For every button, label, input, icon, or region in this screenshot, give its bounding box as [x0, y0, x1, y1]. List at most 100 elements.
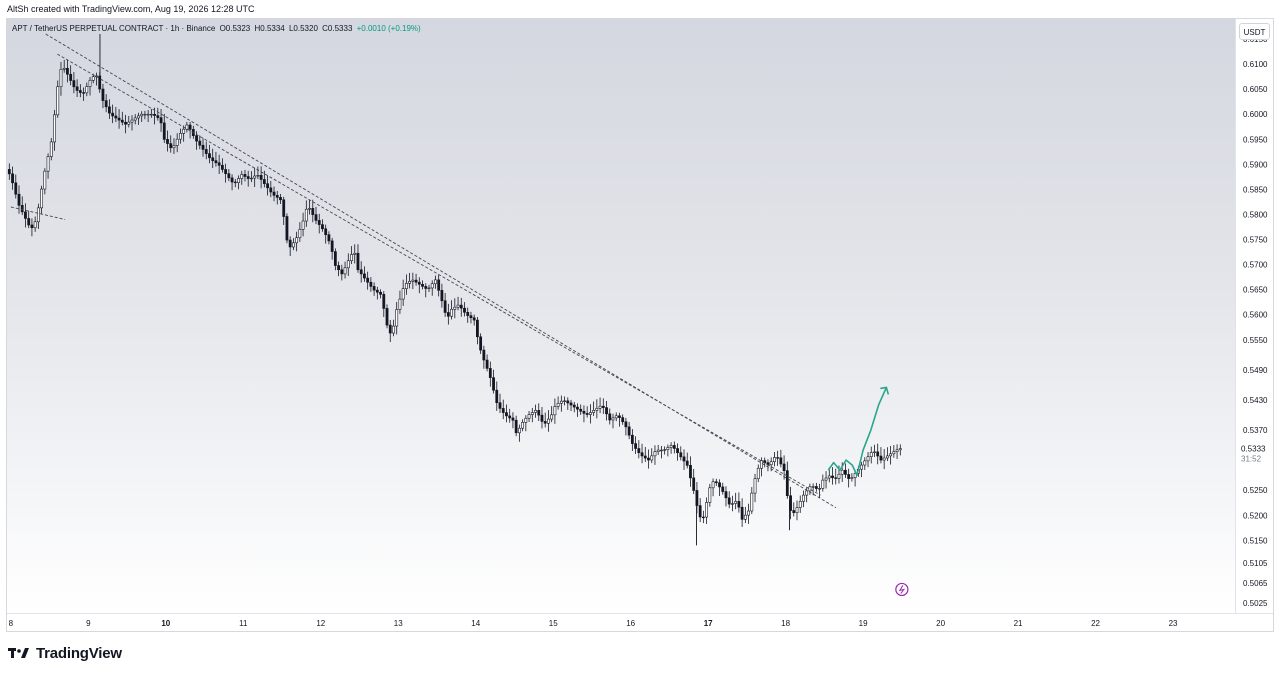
candle-body: [611, 417, 615, 421]
candle-body: [120, 119, 124, 123]
trendline-dashed: [57, 53, 821, 496]
candle-body: [7, 169, 11, 175]
candle-body: [424, 286, 428, 289]
candle-body: [653, 451, 657, 457]
price-tick-label: 0.5105: [1243, 559, 1268, 568]
price-axis[interactable]: [1235, 19, 1273, 613]
currency-button[interactable]: USDT: [1239, 23, 1270, 40]
candle-body: [101, 88, 105, 101]
candle-body: [182, 128, 186, 134]
candle-body: [472, 317, 476, 321]
candle-body: [721, 486, 725, 492]
candle-body: [689, 465, 692, 479]
candle-body: [569, 402, 573, 406]
price-tick-label: 0.5430: [1243, 396, 1268, 405]
candle-body: [227, 173, 231, 179]
candle-body: [414, 279, 418, 283]
candle-body: [844, 469, 847, 475]
candle-body: [317, 220, 321, 225]
candle-body: [159, 117, 163, 124]
candle-body: [782, 463, 786, 471]
candle-body: [43, 170, 47, 190]
candle-body: [295, 237, 299, 244]
candle-body: [563, 400, 566, 402]
candle-body: [682, 456, 686, 462]
candle-body: [343, 267, 347, 275]
candle-body: [146, 113, 150, 116]
candle-body: [824, 477, 828, 481]
candle-body: [214, 160, 218, 164]
candle-body: [650, 455, 654, 461]
plot-area[interactable]: [7, 19, 1235, 613]
candle-body: [692, 477, 696, 491]
candle-body: [430, 283, 434, 289]
candle-body: [353, 252, 357, 255]
candle-body: [111, 112, 115, 117]
candle-body: [240, 174, 244, 179]
candle-body: [14, 182, 18, 195]
candle-body: [385, 308, 389, 326]
candle-body: [369, 281, 373, 287]
candle-body: [453, 306, 457, 310]
candle-body: [592, 410, 596, 413]
candle-body: [724, 491, 728, 499]
projection-arrowhead: [880, 386, 890, 395]
candle-body: [505, 412, 508, 417]
candle-body: [172, 145, 176, 149]
candle-body: [40, 188, 44, 209]
candle-body: [179, 133, 182, 140]
candle-body: [169, 143, 173, 149]
candle-body: [366, 277, 370, 283]
candle-body: [585, 413, 589, 415]
candle-body: [850, 477, 854, 479]
price-tick-label: 0.5650: [1243, 286, 1268, 295]
candle-body: [201, 144, 205, 150]
candle-body: [718, 482, 721, 488]
candle-body: [885, 455, 889, 459]
candle-body: [53, 114, 56, 143]
time-tick-label: 10: [161, 619, 170, 628]
candle-body: [72, 80, 76, 88]
candle-body: [117, 117, 121, 121]
candle-body: [382, 294, 386, 309]
candle-body: [401, 288, 405, 300]
candle-body: [798, 501, 802, 508]
time-tick-label: 9: [86, 619, 91, 628]
candle-body: [288, 239, 292, 248]
candle-body: [634, 443, 637, 449]
price-tick-label: 0.5900: [1243, 160, 1268, 169]
candle-body: [166, 139, 169, 144]
candle-body: [392, 325, 395, 334]
candle-body: [672, 445, 676, 449]
candle-body: [811, 486, 815, 488]
candle-body: [814, 486, 818, 489]
candle-body: [588, 412, 592, 415]
candle-body: [656, 449, 660, 452]
candle-body: [482, 349, 486, 361]
candle-body: [156, 115, 160, 118]
candle-body: [576, 406, 579, 410]
candle-body: [330, 240, 334, 252]
candle-body: [527, 414, 531, 419]
candle-body: [269, 187, 273, 193]
candle-body: [282, 199, 286, 217]
chart-frame[interactable]: 0.61500.61000.60500.60000.59500.59000.58…: [6, 18, 1274, 632]
price-tick-label: 0.5150: [1243, 536, 1268, 545]
candle-body: [705, 502, 709, 518]
candle-body: [91, 76, 95, 81]
candle-body: [776, 457, 780, 459]
time-axis[interactable]: [7, 613, 1273, 631]
candle-body: [837, 473, 841, 479]
candle-body: [737, 501, 741, 508]
candle-body: [498, 402, 502, 409]
candle-body: [388, 324, 392, 334]
candle-body: [327, 234, 331, 242]
candle-body: [701, 516, 705, 519]
candle-body: [488, 368, 492, 378]
candle-body: [773, 457, 776, 463]
candle-body: [279, 197, 282, 201]
time-tick-label: 22: [1091, 619, 1100, 628]
time-tick-label: 16: [626, 619, 635, 628]
candle-body: [863, 460, 867, 466]
price-tick-label: 0.5250: [1243, 486, 1268, 495]
